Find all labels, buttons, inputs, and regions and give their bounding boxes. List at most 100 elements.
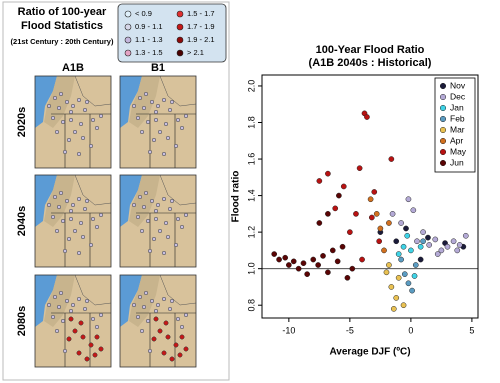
- point: [454, 247, 461, 254]
- legend-swatch: [439, 93, 447, 101]
- row-label: 2020s: [16, 107, 28, 138]
- y-tick-label: 1.6: [246, 153, 256, 166]
- point: [364, 114, 370, 120]
- point: [393, 295, 400, 301]
- legend-box: [434, 77, 476, 173]
- legend-label: 0.9 - 1.1: [135, 22, 163, 31]
- chart-subtitle: (A1B 2040s : Historical): [309, 57, 432, 69]
- point: [438, 247, 445, 254]
- x-tick-label: 5: [469, 325, 474, 335]
- point: [339, 243, 346, 250]
- map-panel: Ratio of 100-year Flood Statistics (21st C…: [11, 3, 227, 336]
- x-tick-label: -10: [282, 325, 295, 335]
- legend-swatch: [439, 148, 447, 156]
- point: [367, 196, 374, 203]
- point: [412, 262, 419, 268]
- point: [444, 243, 451, 250]
- point: [344, 274, 351, 281]
- map-frame: [119, 75, 197, 169]
- point: [381, 247, 387, 254]
- y-tick-label: 1.4: [246, 189, 256, 202]
- point: [462, 232, 469, 239]
- point: [282, 254, 289, 261]
- point: [386, 262, 392, 268]
- column-label: A1B: [62, 62, 84, 74]
- point: [290, 258, 297, 265]
- point: [434, 251, 441, 257]
- y-axis-label: Flood ratio: [231, 171, 242, 223]
- legend-label: Nov: [450, 80, 466, 90]
- legend-label: Jun: [450, 157, 464, 167]
- legend-label: Jan: [450, 102, 464, 112]
- legend-label: Feb: [450, 113, 465, 123]
- point: [388, 156, 395, 162]
- point: [404, 232, 411, 239]
- map-frame: [119, 274, 197, 368]
- point: [410, 207, 417, 214]
- row-label: 2040s: [16, 206, 28, 237]
- column-label: B1: [151, 62, 165, 74]
- point: [271, 251, 278, 257]
- y-tick-label: 2.0: [246, 80, 256, 93]
- point: [377, 225, 384, 232]
- point: [414, 238, 420, 245]
- legend-swatch: [124, 36, 132, 44]
- panel-title: Flood Statistics: [21, 20, 103, 32]
- point: [420, 238, 426, 245]
- legend-swatch: [124, 23, 132, 31]
- point: [315, 262, 321, 268]
- legend-swatch: [439, 115, 447, 123]
- point: [336, 192, 342, 199]
- legend-label: 1.3 - 1.5: [135, 48, 163, 57]
- point: [405, 196, 412, 203]
- point: [373, 211, 380, 217]
- point: [329, 247, 336, 254]
- y-tick-label: 1.8: [246, 116, 256, 129]
- scatter-panel: 100-Year Flood Ratio(A1B 2040s : Histori…: [231, 44, 479, 358]
- point: [359, 256, 365, 263]
- legend-label: 1.7 - 1.9: [187, 22, 215, 31]
- point: [456, 242, 463, 248]
- x-tick-label: -5: [346, 325, 354, 335]
- legend-label: < 0.9: [135, 9, 152, 18]
- legend-swatch: [439, 159, 447, 167]
- legend-swatch: [439, 137, 447, 145]
- point: [395, 251, 402, 257]
- map-frame: [34, 174, 112, 268]
- legend-label: Dec: [450, 91, 466, 101]
- point: [376, 238, 383, 245]
- legend-swatch: [124, 10, 132, 18]
- point: [395, 274, 402, 281]
- legend-swatch: [176, 23, 184, 31]
- point: [390, 306, 397, 312]
- legend-swatch: [176, 36, 184, 44]
- point: [386, 220, 392, 226]
- x-tick-label: 0: [408, 325, 413, 335]
- chart-title: 100-Year Flood Ratio: [316, 44, 425, 56]
- map-frame: [119, 174, 197, 268]
- point: [325, 269, 331, 276]
- y-tick-label: 1.0: [246, 262, 256, 275]
- y-tick-label: 0.8: [246, 299, 256, 312]
- point: [417, 256, 424, 263]
- legend-label: May: [450, 146, 467, 156]
- point: [356, 165, 363, 172]
- point: [304, 271, 311, 278]
- point: [425, 234, 431, 241]
- map: [35, 175, 111, 267]
- point: [353, 211, 359, 217]
- point: [408, 247, 414, 254]
- point: [432, 236, 439, 243]
- map-frame: [34, 75, 112, 169]
- plot-frame: [261, 74, 479, 319]
- legend-swatch: [439, 126, 447, 134]
- legend-label: Apr: [450, 135, 463, 145]
- point: [368, 214, 375, 221]
- y-tick-label: 1.2: [246, 226, 256, 239]
- point: [400, 302, 407, 309]
- point: [310, 256, 317, 263]
- point: [334, 258, 341, 265]
- point: [403, 225, 409, 232]
- point: [405, 280, 412, 287]
- legend-label: 1.1 - 1.3: [135, 35, 163, 44]
